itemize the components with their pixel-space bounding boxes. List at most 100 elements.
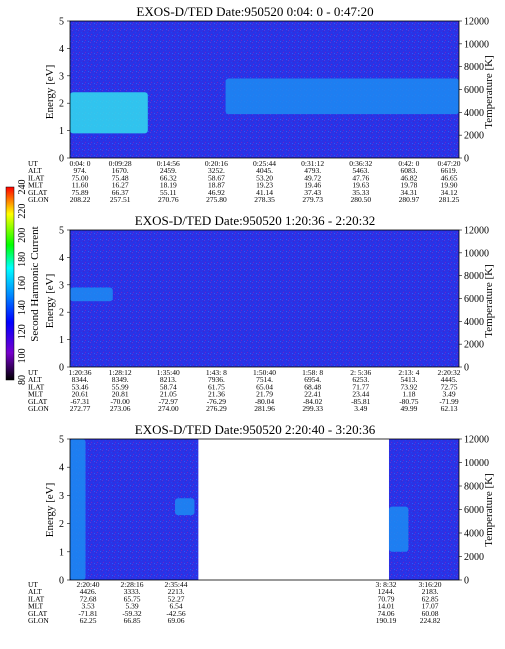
ephemeris-value: 74.06 — [378, 609, 395, 618]
y-tick-label: 5 — [59, 226, 64, 237]
panel-2-title: EXOS-D/TED Date:950520 1:20:36 - 2:20:32 — [135, 213, 375, 228]
y-tick-label: 3 — [59, 491, 64, 502]
ephemeris-row-label: ILAT — [28, 173, 45, 182]
ephemeris-value: 75.00 — [72, 173, 89, 182]
y-right-tick-label: 2000 — [464, 552, 484, 563]
ephemeris-value: 69.06 — [168, 616, 185, 625]
ephemeris-value: 18.87 — [208, 181, 225, 190]
y-right-tick-label: 8000 — [464, 271, 484, 282]
y-tick-label: 1 — [59, 126, 64, 137]
colorbar-tick-label: 180 — [17, 252, 28, 267]
y-tick-label: 3 — [59, 280, 64, 291]
y-tick-label: 1 — [59, 547, 64, 558]
ephemeris-value: 49.72 — [304, 173, 321, 182]
ephemeris-value: 72.75 — [441, 382, 458, 391]
ephemeris-value: 4426. — [80, 587, 97, 596]
ephemeris-value: -80.04 — [255, 397, 275, 406]
intensity-region — [175, 498, 195, 516]
ephemeris-value: 0:25:44 — [253, 159, 276, 168]
ephemeris-value: -71.81 — [78, 609, 98, 618]
y-right-tick-label: 4000 — [464, 317, 484, 328]
ephemeris-value: 1670. — [112, 166, 129, 175]
y-tick-label: 5 — [59, 17, 64, 28]
ephemeris-value: 68.48 — [304, 382, 321, 391]
ephemeris-value: -80.75 — [399, 397, 419, 406]
ephemeris-value: 278.35 — [254, 195, 275, 204]
ephemeris-value: 7514. — [256, 375, 273, 384]
ephemeris-value: 17.07 — [422, 602, 439, 611]
ephemeris-value: 21.36 — [208, 390, 225, 399]
colorbar-tick-label: 100 — [17, 348, 28, 363]
y-right-tick-label: 10000 — [464, 39, 489, 50]
y-right-tick-label: 12000 — [464, 17, 489, 28]
ephemeris-value: 1:50:40 — [253, 368, 276, 377]
ephemeris-value: 73.92 — [400, 382, 417, 391]
ephemeris-value: 0:42: 0 — [398, 159, 419, 168]
ephemeris-value: 46.82 — [400, 173, 417, 182]
ephemeris-value: 280.97 — [399, 195, 420, 204]
ephemeris-value: 46.92 — [208, 188, 225, 197]
ephemeris-value: 20.81 — [112, 390, 129, 399]
panel-1-title: EXOS-D/TED Date:950520 0:04: 0 - 0:47:20 — [136, 4, 373, 19]
ephemeris-value: 279.73 — [302, 195, 323, 204]
y-right-tick-label: 0 — [464, 363, 469, 374]
ephemeris-value: 6253. — [352, 375, 369, 384]
ephemeris-row-label: MLT — [28, 602, 44, 611]
ephemeris-value: 75.89 — [72, 188, 89, 197]
ephemeris-value: 280.50 — [350, 195, 371, 204]
ephemeris-value: 18.19 — [160, 181, 177, 190]
ephemeris-value: 4445. — [441, 375, 458, 384]
ephemeris-value: 273.06 — [110, 404, 131, 413]
ephemeris-value: 0:14:56 — [157, 159, 180, 168]
ephemeris-value: 19.78 — [400, 181, 417, 190]
y-tick-label: 1 — [59, 335, 64, 346]
ephemeris-value: 72.68 — [80, 594, 97, 603]
ephemeris-value: 75.48 — [112, 173, 129, 182]
intensity-region — [388, 506, 409, 552]
ephemeris-value: 0:20:16 — [205, 159, 228, 168]
colorbar-tick-label: 120 — [17, 324, 28, 339]
ephemeris-value: 224.82 — [420, 616, 441, 625]
y-right-tick-label: 4000 — [464, 529, 484, 540]
ephemeris-value: 299.33 — [302, 404, 323, 413]
y-tick-label: 4 — [59, 44, 64, 55]
ephemeris-value: 8349. — [112, 375, 129, 384]
ephemeris-value: 71.77 — [352, 382, 369, 391]
ephemeris-value: 1.18 — [402, 390, 415, 399]
ephemeris-value: 53.20 — [256, 173, 273, 182]
y-tick-label: 4 — [59, 463, 64, 474]
ephemeris-value: 2:13: 4 — [398, 368, 419, 377]
ephemeris-value: 65.04 — [256, 382, 273, 391]
y-right-tick-label: 2000 — [464, 131, 484, 142]
intensity-region — [70, 439, 86, 580]
ephemeris-row-label: ALT — [28, 166, 42, 175]
ephemeris-row-label: GLON — [28, 616, 49, 625]
ephemeris-row-label: GLON — [28, 404, 49, 413]
y-right-tick-label: 6000 — [464, 505, 484, 516]
ephemeris-value: 1:58: 8 — [302, 368, 323, 377]
ephemeris-value: 0:31:12 — [301, 159, 324, 168]
ephemeris-row-label: ILAT — [28, 382, 45, 391]
ephemeris-value: -85.81 — [351, 397, 371, 406]
panel-2-ylabel-right: Temperature [K] — [483, 264, 495, 337]
y-right-tick-label: 10000 — [464, 458, 489, 469]
colorbar-tick-label: 80 — [17, 375, 28, 385]
panel-3-ylabel: Energy [eV] — [44, 483, 56, 537]
panel-3-plot — [69, 438, 460, 581]
ephemeris-value: 7936. — [208, 375, 225, 384]
colorbar-tick-label: 240 — [17, 180, 28, 195]
y-tick-label: 2 — [59, 308, 64, 319]
ephemeris-value: -72.97 — [159, 397, 179, 406]
ephemeris-value: 5.39 — [125, 602, 138, 611]
ephemeris-value: 3.49 — [354, 404, 367, 413]
ephemeris-value: 0:36:32 — [349, 159, 372, 168]
y-right-tick-label: 12000 — [464, 435, 489, 446]
ephemeris-value: 55.11 — [160, 188, 177, 197]
ephemeris-value: 1244. — [378, 587, 395, 596]
ephemeris-row-label: GLAT — [28, 397, 48, 406]
panel-2-ylabel: Energy [eV] — [44, 274, 56, 328]
ephemeris-value: 208.22 — [70, 195, 91, 204]
panel-3-ylabel-right: Temperature [K] — [483, 473, 495, 546]
ephemeris-value: 2459. — [160, 166, 177, 175]
